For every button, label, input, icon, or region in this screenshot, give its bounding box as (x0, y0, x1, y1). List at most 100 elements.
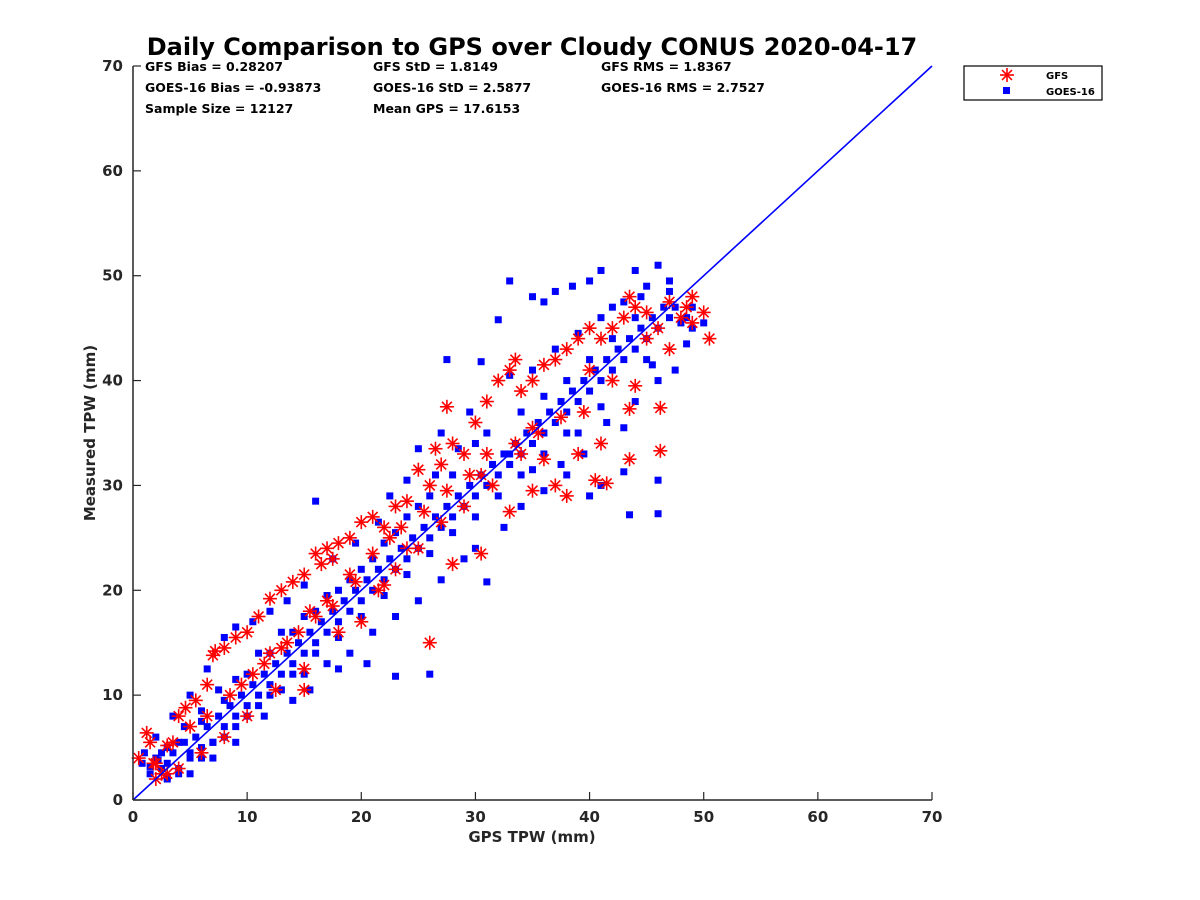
gfs-point (371, 583, 386, 598)
goes16-point (671, 303, 679, 311)
goes16-point (363, 660, 371, 668)
gfs-point (342, 567, 357, 582)
gfs-point (382, 530, 397, 545)
goes16-point (283, 597, 291, 605)
goes16-point (220, 696, 228, 704)
goes16-point (563, 377, 571, 385)
goes16-point (654, 510, 662, 518)
goes16-point (540, 392, 548, 400)
gfs-point (468, 415, 483, 430)
goes16-point (180, 738, 188, 746)
goes16-point (563, 408, 571, 416)
goes16-point (631, 266, 639, 274)
goes16-point (586, 356, 594, 364)
goes16-point (374, 518, 382, 526)
goes16-point (232, 723, 240, 731)
goes16-point (489, 460, 497, 468)
gfs-point (342, 530, 357, 545)
goes16-point (232, 712, 240, 720)
gfs-point (280, 635, 295, 650)
gfs-point (200, 709, 215, 724)
gfs-point (628, 300, 643, 315)
goes16-point (529, 439, 536, 447)
legend-gfs-asterisk (1000, 68, 1014, 82)
goes16-point (237, 691, 245, 699)
goes16-point (431, 513, 439, 521)
goes16-point (197, 707, 205, 715)
goes16-point (226, 702, 234, 710)
goes16-point (420, 523, 428, 531)
goes16-point (494, 492, 502, 500)
gfs-point (673, 310, 688, 325)
goes16-point (203, 723, 211, 731)
goes16-point (443, 502, 451, 510)
gfs-point (653, 400, 668, 415)
gfs-point (628, 378, 643, 393)
goes16-point (426, 550, 434, 558)
gfs-point (320, 541, 335, 556)
gfs-point (188, 693, 203, 708)
goes16-point (255, 702, 263, 710)
gfs-point (325, 551, 340, 566)
goes16-point (626, 511, 634, 519)
gfs-point (616, 310, 631, 325)
goes16-point (352, 539, 360, 547)
goes16-point (209, 738, 217, 746)
goes16-point (152, 733, 160, 741)
goes16-point (574, 429, 582, 437)
gfs-point (365, 509, 380, 524)
goes16-point (654, 261, 662, 269)
goes16-point (392, 613, 400, 620)
gfs-point (200, 677, 215, 692)
x-tick-label: 70 (922, 808, 943, 826)
goes16-point (283, 649, 291, 657)
goes16-point (580, 377, 588, 385)
goes16-point (386, 492, 394, 500)
goes16-point (466, 481, 474, 489)
goes16-point (403, 513, 411, 521)
goes16-point (506, 460, 514, 468)
goes16-point (603, 356, 611, 364)
goes16-point (300, 649, 308, 657)
goes16-point (620, 298, 628, 306)
gfs-point (622, 401, 637, 416)
gfs-point (422, 478, 437, 493)
gfs-point (143, 735, 158, 750)
gfs-point (445, 557, 460, 572)
x-tick-label: 20 (351, 808, 372, 826)
goes16-point (494, 316, 502, 324)
gfs-point (171, 709, 186, 724)
gfs-point (388, 562, 403, 577)
gfs-point (514, 446, 529, 461)
gfs-point (377, 520, 392, 535)
gfs-point (479, 446, 494, 461)
gfs-point (422, 635, 437, 650)
gfs-point (297, 661, 312, 676)
goes16-point (597, 266, 605, 274)
goes16-point (232, 738, 240, 746)
goes16-point (506, 277, 514, 285)
goes16-point (586, 492, 594, 500)
goes16-point (146, 770, 154, 778)
x-tick-label: 50 (693, 808, 714, 826)
goes16-point (277, 628, 285, 636)
goes16-point (466, 408, 474, 416)
gfs-point (662, 342, 677, 357)
gfs-point (599, 476, 614, 491)
gfs-point (320, 593, 335, 608)
gfs-point (194, 745, 209, 760)
gfs-point (696, 305, 711, 320)
gfs-point (171, 761, 186, 776)
gfs-point (588, 473, 603, 488)
one-to-one-line (132, 65, 933, 801)
y-tick-label: 70 (102, 57, 123, 75)
goes16-point (169, 749, 177, 757)
goes16-point (654, 377, 662, 385)
goes16-point (317, 618, 325, 626)
gfs-point (178, 700, 193, 715)
gfs-point (394, 520, 409, 535)
legend-box (963, 65, 1103, 101)
goes16-point (403, 571, 411, 579)
gfs-point (679, 300, 694, 315)
goes16-point (249, 618, 257, 626)
